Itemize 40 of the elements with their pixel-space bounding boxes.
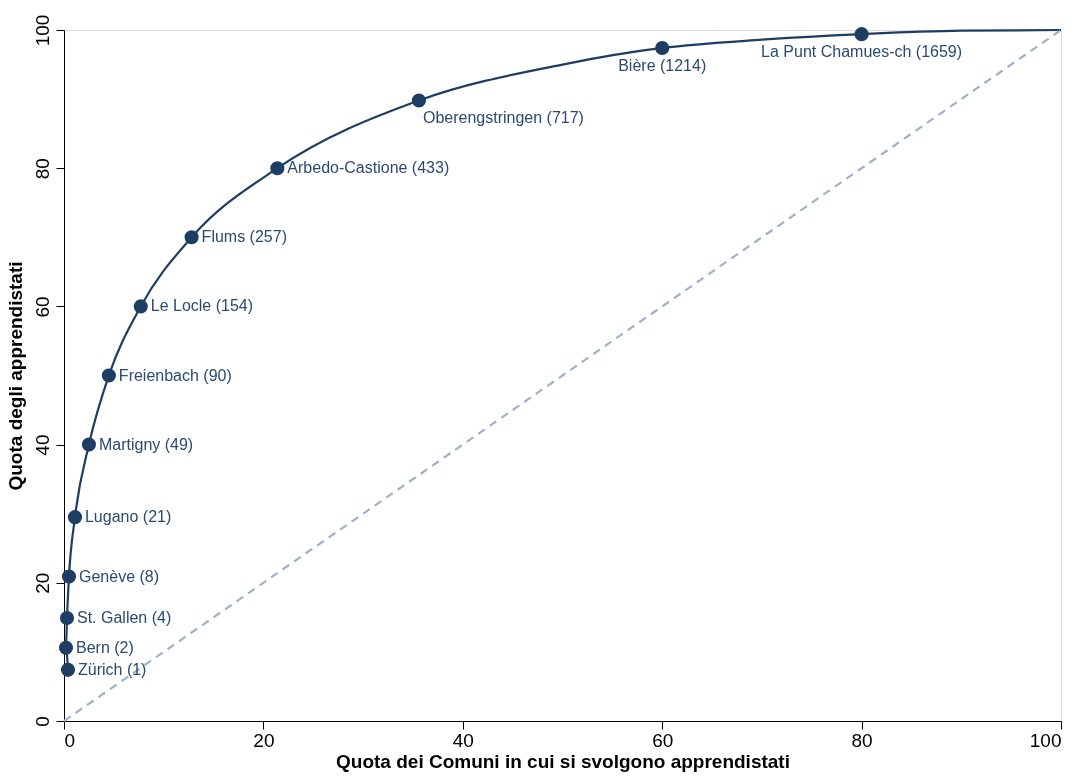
y-tick-label: 40 bbox=[31, 434, 53, 456]
point bbox=[184, 230, 199, 245]
point bbox=[101, 368, 116, 383]
y-tick-label: 100 bbox=[31, 14, 53, 47]
x-tick-label: 80 bbox=[851, 729, 873, 751]
point bbox=[411, 93, 426, 108]
point bbox=[58, 640, 74, 655]
y-tick-label: 80 bbox=[31, 158, 53, 180]
annotation: Flums (257) bbox=[201, 228, 287, 246]
x-tick-label: 0 bbox=[64, 729, 76, 751]
annotation: Lugano (21) bbox=[84, 508, 172, 526]
annotation: Martigny (49) bbox=[98, 435, 194, 453]
point bbox=[61, 569, 77, 584]
annotation: Freienbach (90) bbox=[118, 366, 232, 384]
point bbox=[67, 510, 83, 525]
y-tick-label: 20 bbox=[31, 572, 53, 594]
annotation: Arbedo-Castione (433) bbox=[287, 159, 450, 177]
annotation: Bière (1214) bbox=[618, 56, 707, 74]
point bbox=[81, 437, 96, 452]
y-axis-title: Quota degli apprendistati bbox=[4, 261, 26, 491]
annotation: La Punt Chamues-ch (1659) bbox=[761, 43, 963, 61]
point bbox=[60, 662, 76, 677]
x-tick-label: 40 bbox=[452, 729, 474, 751]
point bbox=[59, 610, 75, 626]
point bbox=[133, 299, 148, 314]
x-tick-label: 100 bbox=[1029, 729, 1062, 751]
y-tick-label: 60 bbox=[31, 296, 53, 318]
x-tick-label: 20 bbox=[253, 729, 275, 751]
point bbox=[270, 161, 285, 176]
x-tick-label: 60 bbox=[652, 729, 674, 751]
annotation: Oberengstringen (717) bbox=[422, 109, 584, 127]
annotation: St. Gallen (4) bbox=[76, 609, 172, 627]
x-axis-title: Quota dei Comuni in cui si svolgono apprendistati bbox=[336, 750, 790, 772]
annotation: Genève (8) bbox=[78, 567, 160, 585]
point bbox=[854, 27, 869, 42]
annotation: Bern (2) bbox=[75, 638, 134, 656]
point bbox=[655, 40, 670, 56]
annotation: Zürich (1) bbox=[77, 660, 147, 678]
y-tick-label: 0 bbox=[31, 716, 53, 727]
annotation: Le Locle (154) bbox=[150, 297, 254, 315]
